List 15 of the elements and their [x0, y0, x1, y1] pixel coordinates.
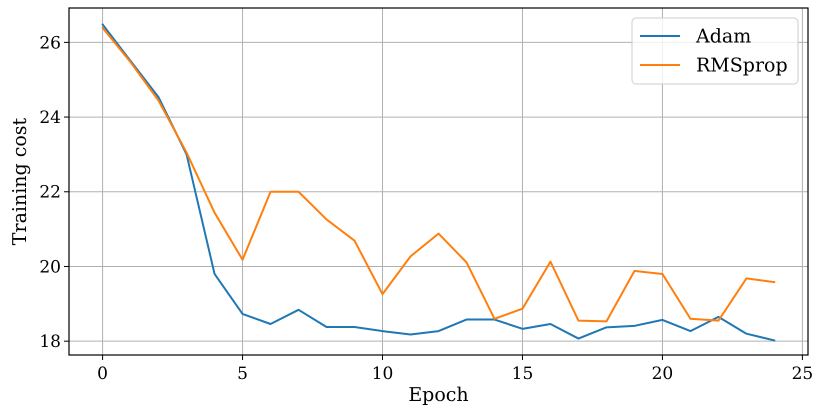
x-tick-label: 20 — [652, 364, 674, 384]
legend-label: Adam — [695, 26, 752, 48]
y-tick-label: 26 — [39, 33, 61, 54]
x-tick-label: 0 — [97, 364, 108, 384]
x-tick-label: 15 — [512, 364, 534, 384]
legend-label: RMSprop — [696, 54, 788, 77]
x-tick-label: 10 — [372, 364, 394, 384]
x-tick-label: 5 — [237, 364, 248, 384]
x-tick-label: 25 — [792, 364, 814, 384]
y-tick-label: 22 — [39, 182, 61, 203]
y-tick-label: 20 — [39, 257, 61, 278]
y-tick-label: 24 — [39, 108, 61, 128]
y-tick-label: 18 — [39, 332, 61, 352]
x-axis-title: Epoch — [408, 384, 469, 405]
y-axis-title: Training cost — [9, 117, 31, 246]
